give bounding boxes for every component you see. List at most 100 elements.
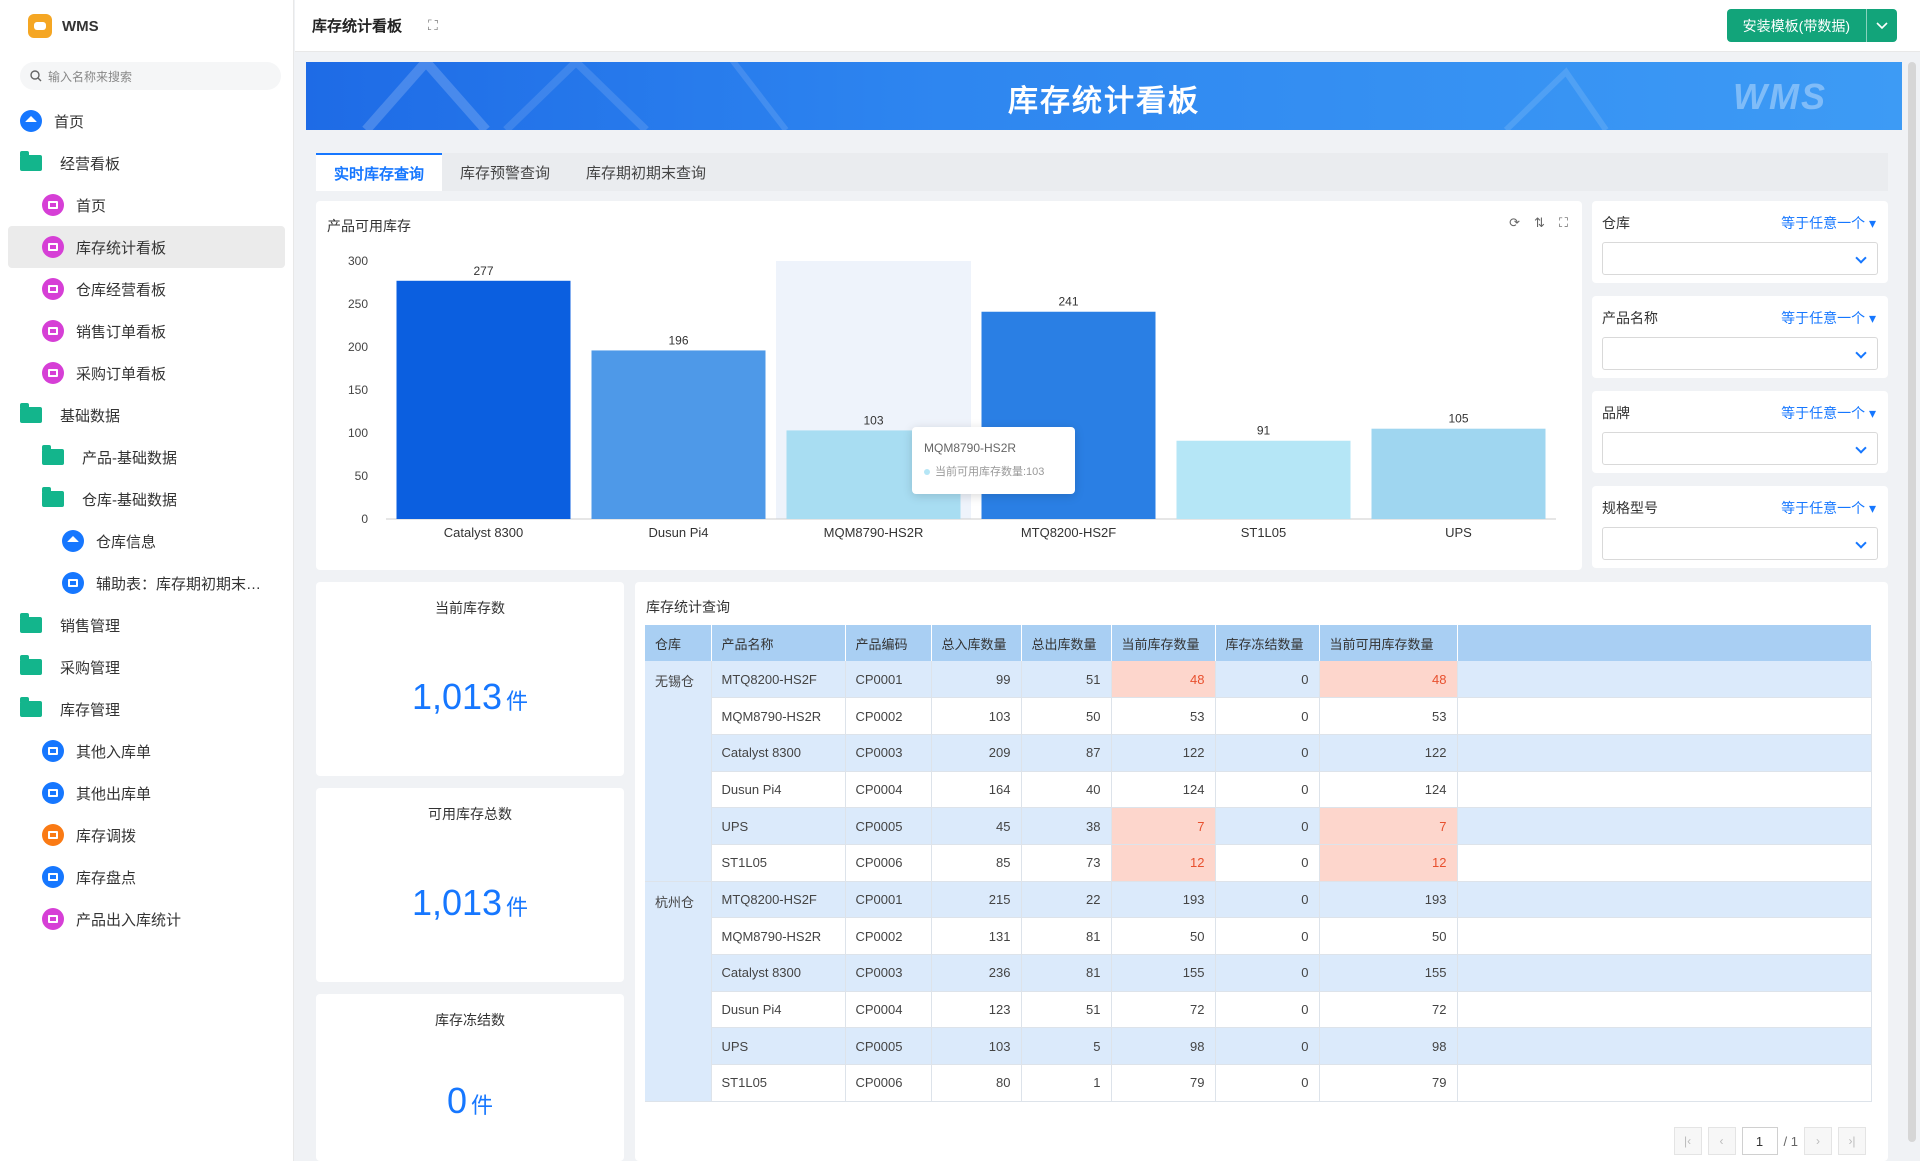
column-header[interactable]: 总入库数量 [931, 625, 1022, 661]
table-row[interactable]: MQM8790-HS2R CP0002 103 50 53 0 53 [645, 697, 1872, 735]
sidebar-item[interactable]: 其他出库单 [0, 772, 293, 814]
sidebar-item[interactable]: 仓库-基础数据 [0, 478, 293, 520]
tooltip-value: 当前可用库存数量:103 [935, 466, 1045, 478]
filter-operator-dropdown[interactable]: 等于任意一个 ▾ [1781, 500, 1876, 516]
install-template-label[interactable]: 安装模板(带数据) [1727, 9, 1867, 42]
sidebar-item[interactable]: 仓库经营看板 [0, 268, 293, 310]
chevron-down-icon[interactable] [1867, 9, 1897, 42]
sidebar-item[interactable]: 采购管理 [0, 646, 293, 688]
table-cell: 0 [1215, 991, 1320, 1029]
stat-value: 1,013 件 [411, 882, 529, 923]
sidebar-item[interactable]: 基础数据 [0, 394, 293, 436]
tab-period-inventory[interactable]: 库存期初期末查询 [586, 164, 707, 182]
table-cell: 5 [1021, 1027, 1112, 1066]
table-cell-filler [1457, 1027, 1872, 1066]
sidebar: WMS 输入名称来搜索 首页 经营看板 首页 库存统计看板 仓库经营看板 销售订单看板 采购… [0, 0, 294, 1161]
sidebar-item[interactable]: 仓库信息 [0, 520, 293, 562]
bar-chart[interactable]: 0 50 100 150 200 250 300 277 Catalyst 8300 196 Dus… [316, 201, 1582, 570]
next-page-button[interactable]: › [1804, 1127, 1832, 1155]
logo[interactable]: WMS [0, 0, 293, 52]
table-row[interactable]: ST1L05 CP0006 85 73 12 0 12 [645, 844, 1872, 882]
sidebar-item[interactable]: 库存调拨 [0, 814, 293, 856]
install-template-button[interactable]: 安装模板(带数据) [1726, 9, 1897, 42]
dashboard-icon [42, 278, 64, 300]
table-cell: 48 [1111, 661, 1216, 699]
x-tick-label: MQM8790-HS2R [824, 525, 924, 540]
sidebar-item[interactable]: 经营看板 [0, 142, 293, 184]
table-cell-filler [1457, 807, 1872, 845]
table-cell: CP0003 [845, 954, 932, 992]
table-row[interactable]: Dusun Pi4 CP0004 164 40 124 0 124 [645, 771, 1872, 809]
sidebar-item[interactable]: 库存盘点 [0, 856, 293, 898]
sidebar-item[interactable]: 其他入库单 [0, 730, 293, 772]
column-header[interactable]: 产品编码 [845, 625, 932, 661]
sidebar-item[interactable]: 库存管理 [0, 688, 293, 730]
column-header[interactable]: 当前可用库存数量 [1319, 625, 1458, 661]
table-row[interactable]: Catalyst 8300 CP0003 209 87 122 0 122 [645, 734, 1872, 772]
filter-operator-dropdown[interactable]: 等于任意一个 ▾ [1781, 405, 1876, 421]
sidebar-item[interactable]: 首页 [0, 184, 293, 226]
tab-inventory-warning[interactable]: 库存预警查询 [460, 164, 551, 182]
dashboard-icon [42, 236, 64, 258]
table-row[interactable]: UPS CP0005 103 5 98 0 98 [645, 1027, 1872, 1066]
filter-operator-dropdown[interactable]: 等于任意一个 ▾ [1781, 215, 1876, 231]
table-row[interactable]: MQM8790-HS2R CP0002 131 81 50 0 50 [645, 917, 1872, 955]
sidebar-item[interactable]: 产品出入库统计 [0, 898, 293, 940]
page-scrollbar[interactable] [1908, 52, 1916, 1161]
filter-select[interactable] [1602, 527, 1878, 560]
table-cell: 53 [1111, 697, 1216, 735]
filter-select[interactable] [1602, 432, 1878, 465]
table-row[interactable]: Catalyst 8300 CP0003 236 81 155 0 155 [645, 954, 1872, 992]
bar[interactable] [1176, 440, 1351, 519]
first-page-button[interactable]: |‹ [1673, 1127, 1702, 1155]
column-header[interactable]: 总出库数量 [1021, 625, 1112, 661]
column-header[interactable]: 仓库 [645, 625, 712, 661]
column-header[interactable]: 库存冻结数量 [1215, 625, 1320, 661]
document-icon [62, 572, 84, 594]
sidebar-item[interactable]: 库存统计看板 [8, 226, 285, 268]
bar[interactable] [1371, 428, 1546, 519]
last-page-button[interactable]: ›| [1838, 1127, 1866, 1155]
sidebar-item[interactable]: 销售订单看板 [0, 310, 293, 352]
inventory-table-card: 库存统计查询 仓库 产品名称 产品编码 总入库数量 总出库数量 当前库存数量 库存冻结数量当… [635, 582, 1888, 1161]
table-row[interactable]: 杭州仓 MTQ8200-HS2F CP0001 215 22 193 0 193 [645, 881, 1872, 1102]
table-cell-filler [1457, 734, 1872, 772]
sidebar-item-label: 首页 [76, 197, 107, 215]
filter-operator-dropdown[interactable]: 等于任意一个 ▾ [1781, 310, 1876, 326]
sidebar-item[interactable]: 辅助表：库存期初期末（... [0, 562, 293, 604]
sidebar-item[interactable]: 产品-基础数据 [0, 436, 293, 478]
sidebar-item[interactable]: 首页 [0, 100, 293, 142]
sidebar-item-label: 采购管理 [60, 659, 121, 677]
filter-select[interactable] [1602, 337, 1878, 370]
table-row[interactable]: ST1L05 CP0006 80 1 79 0 79 [645, 1064, 1872, 1102]
x-tick-label: Dusun Pi4 [649, 525, 709, 540]
tab-realtime-inventory[interactable]: 实时库存查询 [316, 153, 443, 191]
prev-page-button[interactable]: ‹ [1707, 1127, 1736, 1155]
app-logo-icon [28, 14, 52, 38]
sidebar-item[interactable]: 销售管理 [0, 604, 293, 646]
page-number-input[interactable]: 1 [1741, 1127, 1778, 1155]
scroll-thumb[interactable] [1908, 62, 1916, 1142]
table-row[interactable]: UPS CP0005 45 38 7 0 7 [645, 807, 1872, 845]
table-cell: CP0004 [845, 771, 932, 809]
pagination: |‹ ‹ 1 / 1 › ›| [1673, 1127, 1866, 1155]
table-row[interactable]: Dusun Pi4 CP0004 123 51 72 0 72 [645, 991, 1872, 1029]
banner-pattern [362, 62, 1609, 130]
column-header[interactable]: 当前库存数量 [1111, 625, 1216, 661]
table-cell: 50 [1111, 917, 1216, 955]
fullscreen-icon[interactable]: ⛶ [1558, 215, 1568, 230]
menu-search-input[interactable]: 输入名称来搜索 [20, 62, 281, 90]
sort-icon[interactable]: ⇅ [1533, 215, 1545, 230]
column-header[interactable]: 产品名称 [711, 625, 846, 661]
bar[interactable] [591, 350, 766, 519]
sidebar-item[interactable]: 采购订单看板 [0, 352, 293, 394]
sidebar-item-label: 产品-基础数据 [82, 449, 177, 467]
filter-select[interactable] [1602, 242, 1878, 275]
filter-product-name: 产品名称 等于任意一个 ▾ [1592, 296, 1888, 378]
table-cell: Catalyst 8300 [711, 734, 846, 772]
refresh-icon[interactable]: ⟳ [1509, 215, 1520, 230]
bar[interactable] [396, 280, 571, 519]
table-row[interactable]: 无锡仓 MTQ8200-HS2F CP0001 99 51 48 0 48 [645, 661, 1872, 882]
fullscreen-icon[interactable]: ⛶ [428, 17, 438, 33]
table-cell: 79 [1111, 1064, 1216, 1102]
